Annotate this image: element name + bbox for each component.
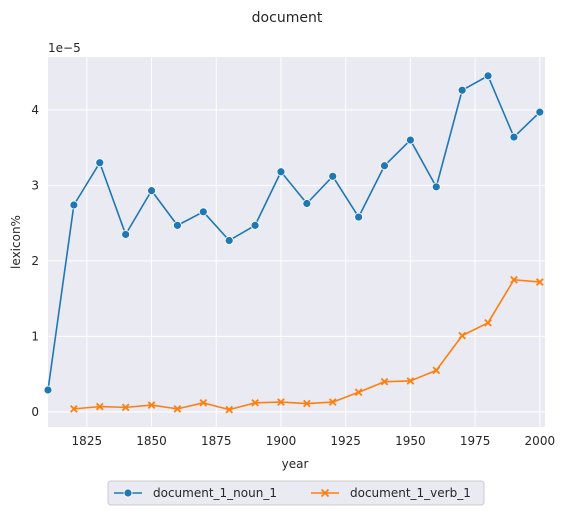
data-point — [250, 220, 260, 230]
data-point — [457, 85, 467, 95]
data-point — [121, 403, 130, 412]
data-point — [224, 236, 234, 245]
x-tick-label: 1950 — [395, 434, 426, 448]
x-tick-label: 2000 — [525, 434, 556, 448]
data-point — [380, 377, 389, 386]
x-tick-label: 1975 — [460, 434, 491, 448]
y-tick-label: 4 — [31, 103, 39, 117]
series-document_1_verb_1 — [70, 275, 544, 414]
data-point — [303, 399, 311, 408]
data-point — [432, 366, 441, 375]
data-point — [198, 207, 208, 217]
data-point — [328, 171, 338, 181]
data-point — [483, 71, 493, 81]
y-axis-label: lexicon% — [9, 215, 23, 269]
data-point — [69, 200, 79, 210]
y-tick-label: 2 — [31, 254, 39, 268]
data-point — [43, 385, 53, 395]
data-point — [509, 132, 519, 142]
legend-swatch-noun-marker — [123, 488, 133, 498]
data-point — [484, 318, 492, 327]
y-tick-label: 0 — [31, 405, 39, 419]
data-point — [405, 135, 415, 145]
legend-label-verb: document_1_verb_1 — [350, 486, 471, 500]
plot-area — [48, 57, 545, 427]
x-axis-label: year — [282, 457, 309, 471]
data-point — [328, 398, 337, 406]
data-point — [95, 402, 104, 411]
y-multiplier-label: 1e−5 — [48, 41, 81, 55]
data-point — [199, 399, 208, 407]
data-point — [70, 405, 78, 413]
chart-title: document — [252, 10, 323, 26]
series-layer — [43, 71, 545, 414]
data-point — [354, 388, 363, 397]
data-point — [251, 399, 259, 407]
x-tick-label: 1925 — [330, 434, 361, 448]
data-point — [147, 401, 156, 409]
data-point — [147, 186, 156, 196]
data-point — [121, 230, 131, 239]
data-point — [458, 331, 467, 340]
data-point — [380, 161, 389, 171]
y-tick-label: 1 — [31, 329, 39, 343]
legend-label-noun: document_1_noun_1 — [153, 486, 277, 500]
data-point — [406, 377, 415, 385]
data-point — [276, 167, 286, 177]
data-point — [535, 278, 544, 286]
data-point — [95, 158, 105, 168]
series-line — [47, 75, 541, 391]
data-point — [302, 199, 312, 208]
legend-swatch-verb-marker — [320, 488, 330, 498]
data-point — [535, 107, 545, 117]
y-tick-label: 3 — [31, 178, 39, 192]
data-point — [225, 405, 234, 414]
data-point — [277, 398, 285, 406]
data-point — [431, 182, 441, 192]
x-tick-label: 1850 — [136, 434, 167, 448]
legend: document_1_noun_1 document_1_verb_1 — [107, 480, 485, 506]
data-point — [173, 220, 182, 230]
data-point — [354, 212, 364, 222]
legend-frame — [107, 480, 485, 506]
data-point — [173, 405, 182, 413]
x-tick-label: 1875 — [201, 434, 232, 448]
axis-ticks: 1825 1850 1875 1900 1925 1950 1975 2000 0 1 2 3 4 — [31, 103, 555, 448]
x-tick-label: 1900 — [266, 434, 297, 448]
x-tick-label: 1825 — [72, 434, 103, 448]
series-document_1_noun_1 — [43, 71, 545, 395]
data-point — [510, 275, 518, 284]
